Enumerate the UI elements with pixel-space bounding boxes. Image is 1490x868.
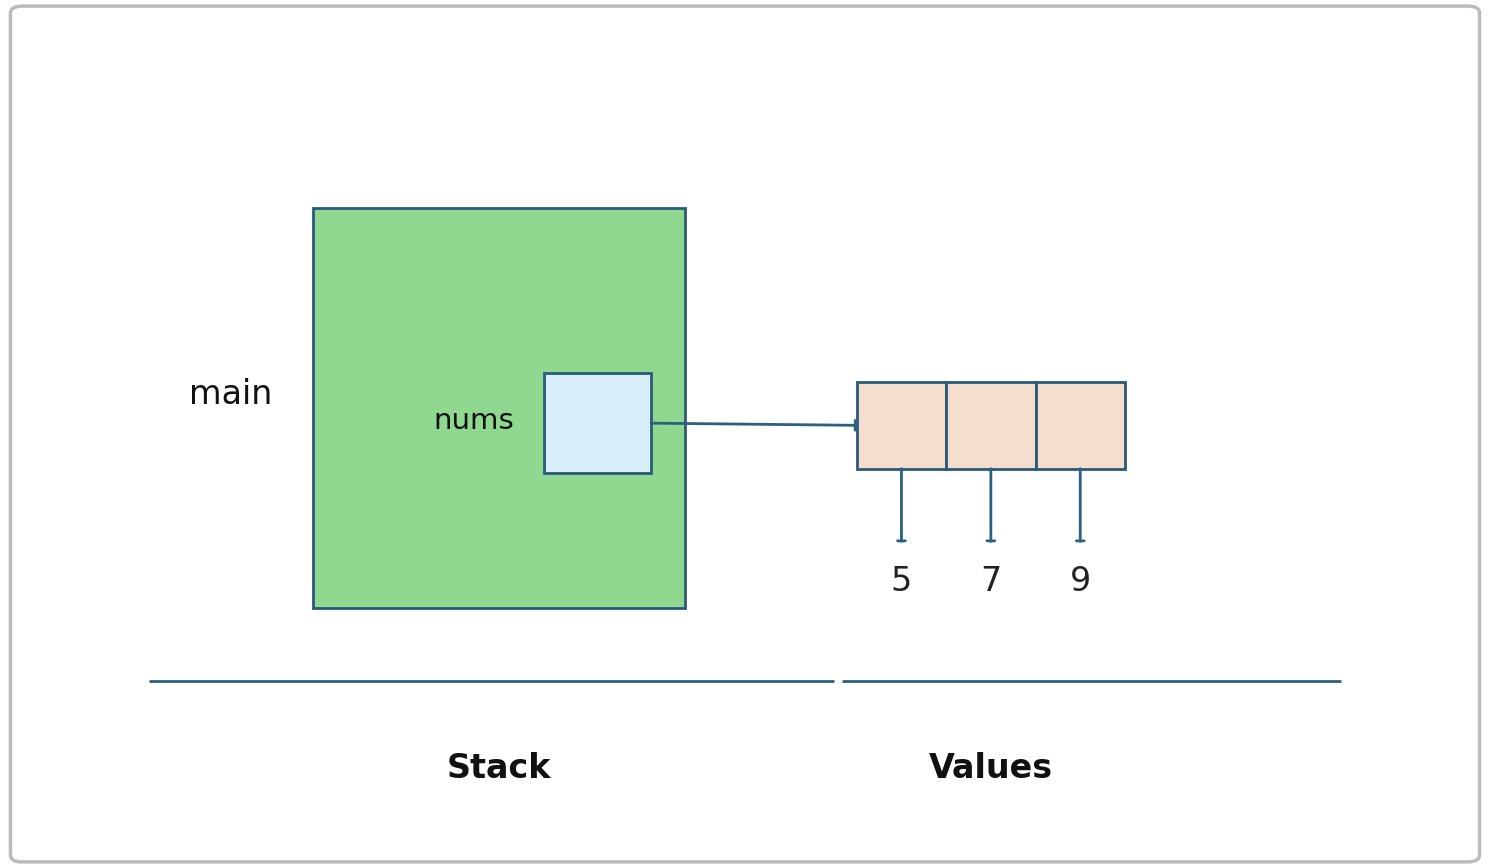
Bar [1036, 382, 1125, 469]
Text: 5: 5 [891, 565, 912, 598]
Bar [946, 382, 1036, 469]
Text: nums: nums [434, 407, 514, 435]
Bar [857, 382, 946, 469]
Text: 7: 7 [980, 565, 1001, 598]
Bar [544, 373, 651, 473]
Text: main: main [189, 378, 273, 411]
Text: Values: Values [928, 752, 1053, 785]
Text: 9: 9 [1070, 565, 1091, 598]
Bar [313, 208, 685, 608]
Text: Stack: Stack [447, 752, 551, 785]
FancyBboxPatch shape [10, 6, 1480, 862]
